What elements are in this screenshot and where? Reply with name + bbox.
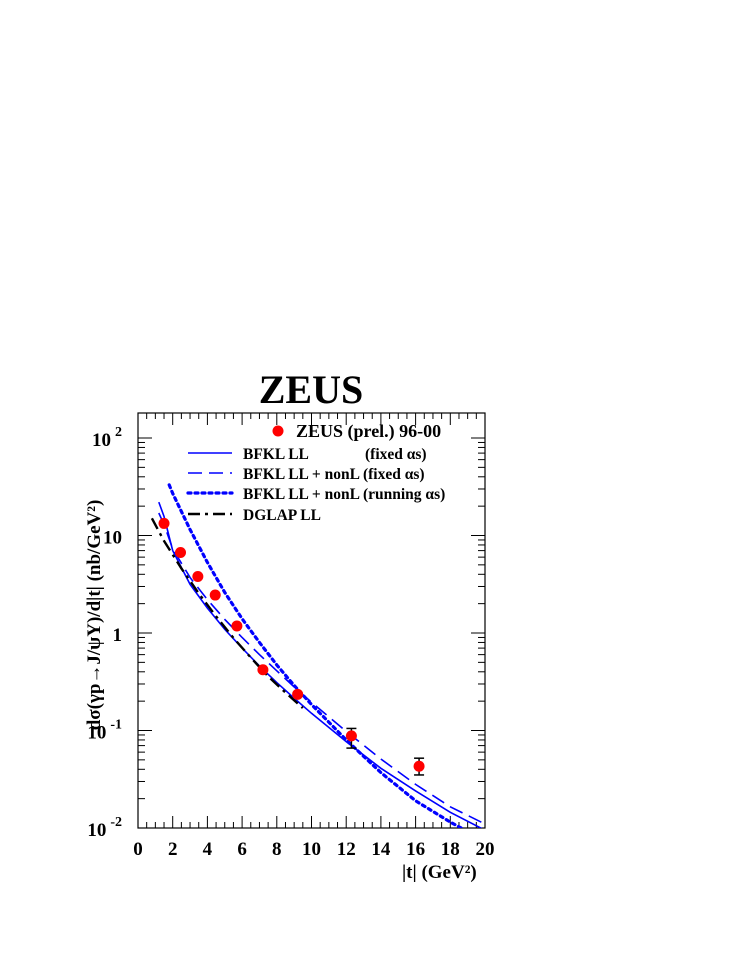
x-tick-label: 14 <box>371 839 391 860</box>
y-tick-label: 10 <box>103 528 122 549</box>
x-tick-label: 12 <box>337 839 356 860</box>
x-tick-labels: 0 2 4 6 8 10 12 14 16 18 20 <box>133 839 494 860</box>
data-point <box>209 589 221 601</box>
legend-label: ZEUS (prel.) 96-00 <box>296 421 441 442</box>
legend-label: BFKL LL + nonL (fixed αs) <box>243 466 425 483</box>
y-tick-labels: 10 -2 10 -1 1 10 10 2 <box>87 425 122 841</box>
series-line-dashdot <box>150 517 304 709</box>
data-point <box>192 570 204 582</box>
legend-label: BFKL LL + nonL (running αs) <box>243 486 445 503</box>
y-tick-label: 10 -2 <box>87 815 122 841</box>
legend-label: BFKL LL <box>243 446 309 463</box>
x-axis-label: |t| (GeV²) <box>402 862 477 883</box>
data-point <box>158 517 170 529</box>
legend-label: DGLAP LL <box>243 507 321 524</box>
chart-title: ZEUS <box>258 367 364 412</box>
data-point <box>257 664 269 676</box>
series-line-solid <box>158 501 483 828</box>
legend-marker <box>272 425 284 437</box>
legend: ZEUS (prel.) 96-00 BFKL LL (fixed αs) BFKL … <box>186 421 445 524</box>
x-tick-label: 0 <box>133 839 143 860</box>
x-tick-label: 18 <box>441 839 460 860</box>
x-tick-label: 8 <box>272 839 282 860</box>
y-tick-label: 10 2 <box>92 425 122 451</box>
data-point <box>345 730 357 742</box>
data-point <box>231 620 243 632</box>
data-point <box>413 760 425 772</box>
x-tick-label: 6 <box>237 839 247 860</box>
x-tick-label: 10 <box>302 839 321 860</box>
x-tick-label: 20 <box>476 839 495 860</box>
series-curves <box>150 483 485 828</box>
series-line-dashed <box>158 512 485 825</box>
x-tick-label: 2 <box>168 839 178 860</box>
x-tick-label: 16 <box>406 839 425 860</box>
data-points <box>158 517 425 776</box>
y-tick-label: 10 -1 <box>87 718 122 744</box>
data-point <box>175 546 187 558</box>
y-tick-label: 1 <box>113 625 123 646</box>
axis-ticks <box>137 413 486 829</box>
data-point <box>292 688 304 700</box>
series-line-dotted <box>167 483 465 828</box>
x-tick-label: 4 <box>203 839 213 860</box>
legend-label-sub: (fixed αs) <box>365 446 427 463</box>
